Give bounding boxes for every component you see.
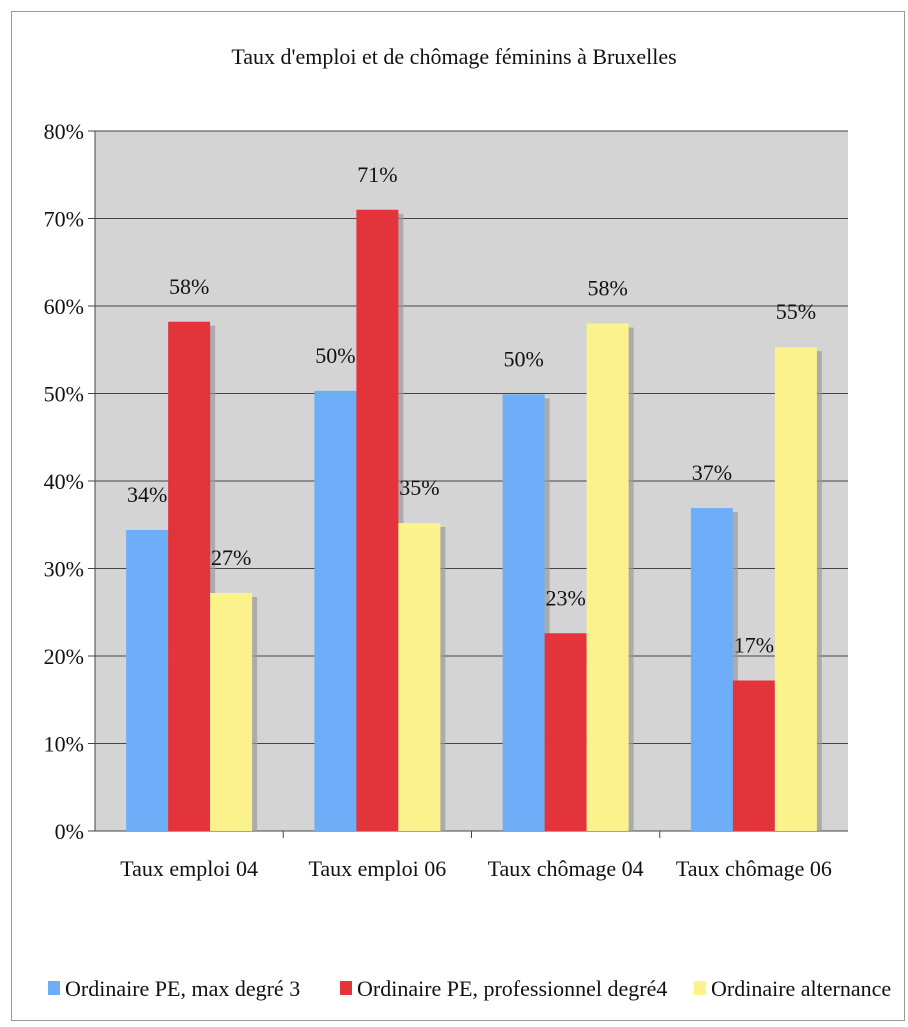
legend-swatch	[48, 981, 60, 995]
y-tick-label: 0%	[55, 819, 84, 844]
bar	[586, 323, 629, 831]
data-label: 50%	[503, 346, 543, 371]
y-tick-label: 30%	[44, 557, 84, 582]
y-tick-label: 60%	[44, 294, 84, 319]
bar	[168, 321, 211, 831]
legend-label: Ordinaire PE, professionnel degré4	[357, 976, 667, 1001]
bar	[774, 347, 817, 831]
data-label: 17%	[734, 633, 774, 658]
legend-label: Ordinaire PE, max degré 3	[65, 976, 300, 1001]
legend-swatch	[340, 981, 352, 995]
y-tick-label: 50%	[44, 382, 84, 407]
bar	[502, 394, 545, 831]
y-tick-label: 80%	[44, 119, 84, 144]
bar	[690, 508, 733, 831]
legend-swatch	[694, 981, 706, 995]
legend-label: Ordinaire alternance	[711, 976, 891, 1001]
bar	[544, 633, 587, 831]
chart-title: Taux d'emploi et de chômage féminins à B…	[231, 44, 676, 69]
data-label: 34%	[127, 482, 167, 507]
y-tick-label: 40%	[44, 469, 84, 494]
bar	[314, 390, 357, 831]
bar	[398, 523, 441, 831]
y-tick-label: 10%	[44, 732, 84, 757]
x-category-label: Taux chômage 04	[488, 856, 644, 881]
data-label: 50%	[315, 343, 355, 368]
data-label: 37%	[692, 460, 732, 485]
x-category-label: Taux chômage 06	[676, 856, 832, 881]
bar	[210, 593, 253, 831]
data-label: 27%	[211, 545, 251, 570]
x-category-label: Taux emploi 04	[120, 856, 258, 881]
data-label: 35%	[399, 475, 439, 500]
data-label: 58%	[587, 276, 627, 301]
y-tick-label: 20%	[44, 644, 84, 669]
data-label: 55%	[776, 299, 816, 324]
bar	[126, 530, 169, 831]
y-tick-label: 70%	[44, 207, 84, 232]
bar	[356, 209, 399, 831]
x-category-label: Taux emploi 06	[308, 856, 446, 881]
data-label: 71%	[357, 162, 397, 187]
data-label: 58%	[169, 274, 209, 299]
data-label: 23%	[545, 585, 585, 610]
bar	[732, 680, 775, 831]
